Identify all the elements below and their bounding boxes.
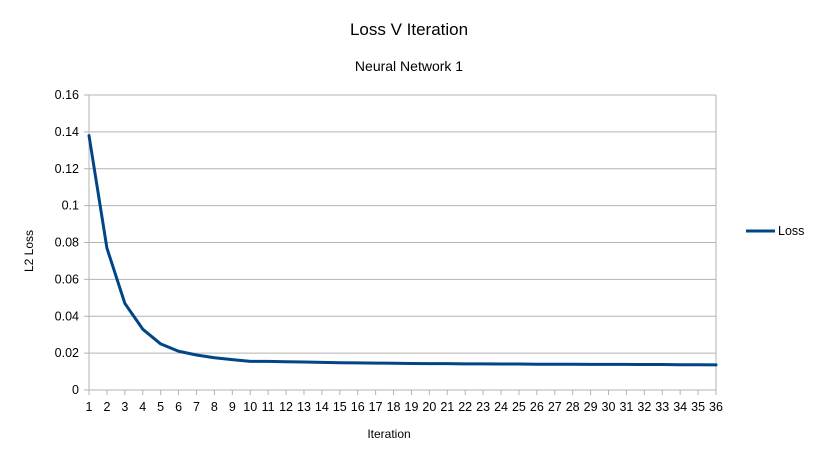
y-tick-label: 0.04 (55, 309, 79, 323)
y-tick-label: 0.12 (55, 162, 79, 176)
x-tick-label: 25 (512, 400, 526, 414)
y-tick-label: 0.16 (55, 88, 79, 102)
y-axis-label: L2 Loss (22, 230, 36, 272)
legend: Loss (746, 224, 804, 238)
chart-title: Loss V Iteration (350, 20, 468, 39)
x-tick-label: 12 (279, 400, 293, 414)
x-tick-label: 14 (315, 400, 329, 414)
x-tick-label: 30 (602, 400, 616, 414)
x-tick-label: 8 (211, 400, 218, 414)
x-tick-label: 11 (262, 400, 275, 414)
x-tick-label: 35 (691, 400, 705, 414)
x-tick-label: 24 (494, 400, 508, 414)
x-tick-label: 20 (422, 400, 436, 414)
x-tick-label: 33 (655, 400, 669, 414)
x-tick-label: 28 (566, 400, 580, 414)
x-axis-label: Iteration (367, 427, 410, 441)
x-tick-label: 16 (351, 400, 365, 414)
series-group (87, 134, 718, 367)
y-tick-label: 0.08 (55, 236, 79, 250)
y-tick-label: 0.06 (55, 272, 79, 286)
x-tick-label: 5 (157, 400, 164, 414)
x-tick-label: 32 (637, 400, 651, 414)
y-tick-label: 0 (72, 383, 79, 397)
x-tick-label: 22 (458, 400, 472, 414)
x-tick-label: 9 (229, 400, 236, 414)
x-tick-label: 23 (476, 400, 490, 414)
y-tick-label: 0.14 (55, 125, 79, 139)
x-tick-label: 13 (297, 400, 311, 414)
x-tick-label: 15 (333, 400, 347, 414)
x-axis-ticks: 1 2 3 4 5 6 7 8 9 10 11 12 13 14 15 16 17 18 19 20 21 22 23 24 2… (86, 400, 723, 414)
x-tick-label: 6 (175, 400, 182, 414)
y-tick-label: 0.1 (62, 199, 79, 213)
legend-label-loss: Loss (778, 224, 804, 238)
x-tick-label: 3 (121, 400, 128, 414)
x-tick-label: 29 (584, 400, 598, 414)
x-tick-label: 18 (387, 400, 401, 414)
x-tick-label: 17 (369, 400, 383, 414)
x-tick-label: 1 (86, 400, 93, 414)
x-tick-label: 2 (103, 400, 110, 414)
x-tick-label: 19 (405, 400, 419, 414)
x-tick-label: 10 (243, 400, 257, 414)
x-tick-label: 7 (193, 400, 200, 414)
y-tick-label: 0.02 (55, 346, 79, 360)
x-tick-label: 27 (548, 400, 562, 414)
series-line-loss (87, 134, 718, 367)
x-tick-label: 4 (139, 400, 146, 414)
x-tick-label: 36 (709, 400, 723, 414)
chart-subtitle: Neural Network 1 (355, 58, 463, 74)
x-tick-label: 21 (440, 400, 454, 414)
x-tick-label: 26 (530, 400, 544, 414)
y-axis-ticks: 0 0.02 0.04 0.06 0.08 0.1 0.12 0.14 0.16 (55, 88, 79, 397)
x-tick-label: 34 (673, 400, 687, 414)
x-tick-label: 31 (619, 400, 633, 414)
